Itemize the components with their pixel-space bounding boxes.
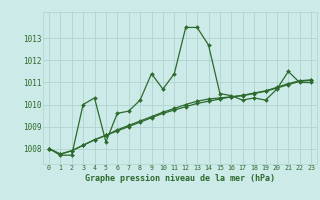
X-axis label: Graphe pression niveau de la mer (hPa): Graphe pression niveau de la mer (hPa) — [85, 174, 275, 183]
